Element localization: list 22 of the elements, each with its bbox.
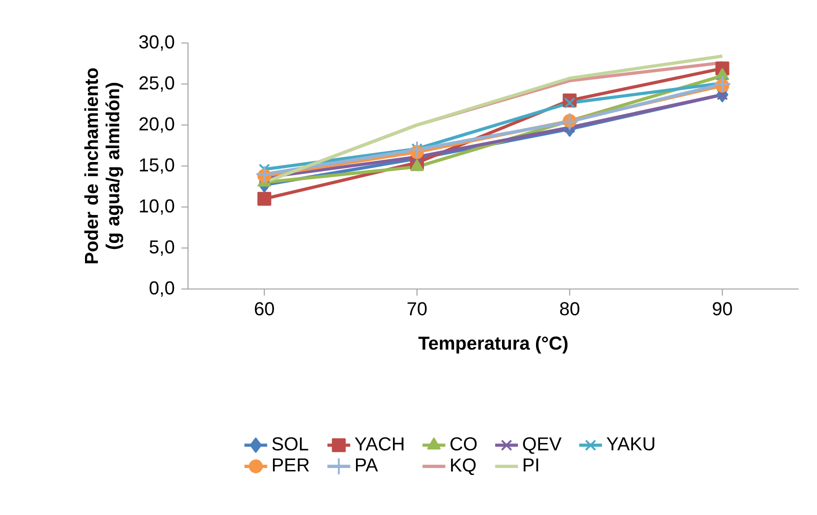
legend-label: PER: [272, 458, 309, 472]
legend-label: SOL: [272, 437, 308, 450]
y-tick-label: 20,0: [139, 117, 174, 133]
legend-label: YACH: [354, 437, 404, 450]
x-axis-title: Temperatura (°C): [418, 336, 568, 354]
y-tick-label: 15,0: [140, 158, 174, 174]
y-tick-label: 0,0: [150, 281, 174, 297]
legend-label: QEV: [523, 437, 562, 454]
y-tick-label: 30,0: [139, 35, 174, 51]
y-axis-title: Poder de inchamiento (g agua/g almidón): [84, 68, 124, 264]
x-tick-label: 80: [560, 302, 580, 316]
x-tick-label: 60: [254, 302, 274, 316]
y-tick-label: 5,0: [150, 240, 174, 256]
legend-label: CO: [450, 437, 477, 450]
legend-label: KQ: [451, 458, 476, 476]
legend-label: PA: [356, 458, 378, 472]
legend-label: PI: [524, 458, 538, 472]
legend-label: YAKU: [606, 437, 654, 450]
x-tick-label: 90: [712, 302, 732, 316]
y-tick-label: 10,0: [140, 199, 174, 215]
x-tick-label: 70: [408, 302, 427, 316]
y-tick-label: 25,0: [139, 76, 174, 92]
